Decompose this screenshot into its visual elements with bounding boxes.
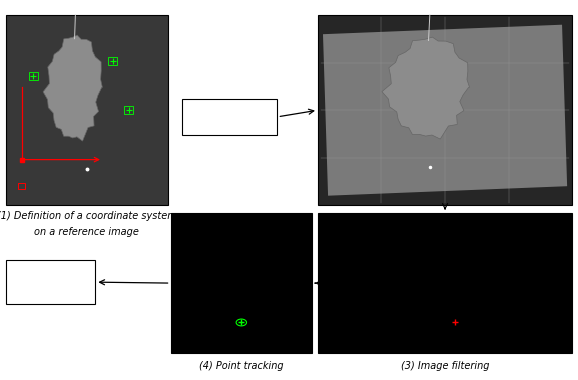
Bar [182, 99, 277, 135]
Polygon shape [43, 35, 102, 141]
Bar [29, 72, 38, 80]
Text: Image acquisition: Image acquisition [183, 106, 276, 116]
Text: (4) Point tracking: (4) Point tracking [199, 361, 284, 371]
Text: on a reference image: on a reference image [34, 227, 139, 237]
Bar [318, 15, 572, 205]
Bar [171, 213, 312, 353]
Bar [18, 183, 25, 189]
Text: (5) Analog signal: (5) Analog signal [9, 272, 92, 282]
Text: (2) Image distorsion: (2) Image distorsion [396, 218, 494, 228]
Bar [124, 106, 134, 114]
Text: (1) Definition of a coordinate system: (1) Definition of a coordinate system [0, 211, 176, 221]
Bar [6, 260, 95, 304]
Text: (3) Image filtering: (3) Image filtering [401, 361, 490, 371]
Bar [108, 57, 117, 65]
Bar [318, 213, 572, 353]
Bar [6, 15, 168, 205]
Text: (60 i/s): (60 i/s) [212, 120, 248, 130]
Text: (prop. to angle): (prop. to angle) [12, 286, 89, 296]
Polygon shape [382, 37, 469, 139]
Polygon shape [323, 25, 567, 196]
